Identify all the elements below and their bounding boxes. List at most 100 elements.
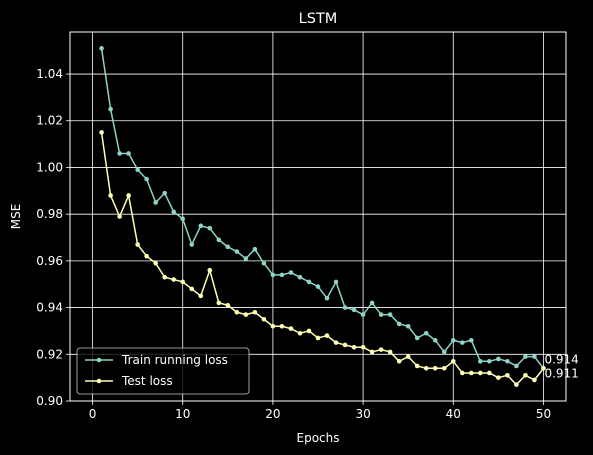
data-point — [378, 347, 384, 352]
data-point — [369, 300, 375, 306]
data-point — [505, 358, 510, 364]
data-point — [234, 249, 240, 254]
data-point — [378, 312, 384, 317]
data-point — [532, 354, 537, 359]
plot-frame — [69, 31, 567, 402]
data-point — [288, 270, 294, 275]
data-point — [126, 151, 131, 156]
data-point — [505, 373, 510, 378]
series-test-loss — [99, 130, 546, 387]
data-point — [478, 370, 483, 376]
data-point — [297, 274, 303, 280]
data-point — [360, 344, 366, 350]
data-point — [117, 214, 122, 219]
data-point — [324, 333, 330, 338]
data-point — [252, 309, 258, 315]
data-point — [405, 323, 411, 329]
data-point — [306, 279, 312, 285]
chart-title: LSTM — [299, 11, 338, 27]
data-point — [342, 305, 348, 310]
data-point — [153, 200, 158, 205]
data-point — [315, 284, 321, 289]
data-point — [144, 176, 149, 182]
x-axis-label: Epochs — [297, 431, 340, 445]
data-point — [432, 366, 438, 371]
data-point — [423, 330, 429, 336]
y-tick-label: 1.04 — [36, 67, 63, 81]
data-point — [108, 193, 113, 198]
data-point — [450, 358, 456, 364]
data-point — [487, 358, 492, 364]
data-point — [441, 366, 447, 371]
y-tick-label: 0.96 — [36, 254, 63, 268]
legend-marker — [96, 378, 102, 384]
data-point — [180, 216, 186, 222]
x-tick-label: 50 — [536, 407, 551, 421]
data-point — [432, 337, 438, 343]
data-point — [342, 342, 348, 348]
data-point — [351, 344, 357, 350]
data-point — [487, 370, 492, 376]
data-point — [469, 337, 474, 343]
data-point — [514, 382, 519, 387]
end-value-label: 0.911 — [544, 366, 578, 380]
data-point — [333, 340, 339, 345]
x-tick-label: 30 — [355, 407, 370, 421]
data-point — [180, 279, 186, 285]
data-point — [478, 358, 483, 364]
legend-item: Train running loss — [85, 353, 228, 367]
data-point — [261, 316, 267, 322]
data-point — [396, 321, 402, 327]
data-point — [396, 358, 402, 364]
data-point — [523, 373, 528, 378]
data-point — [459, 340, 465, 345]
y-tick-label: 0.92 — [36, 347, 63, 361]
y-axis-label: MSE — [9, 204, 23, 230]
data-point — [135, 167, 140, 173]
data-point — [162, 190, 167, 196]
data-point — [360, 312, 366, 317]
y-tick-label: 1.02 — [36, 114, 63, 128]
data-point — [153, 260, 158, 266]
data-point — [450, 337, 456, 343]
data-point — [126, 193, 131, 198]
legend-item: Test loss — [85, 374, 173, 388]
data-point — [459, 370, 465, 376]
data-point — [225, 244, 231, 250]
y-tick-label: 0.94 — [36, 301, 63, 315]
data-point — [441, 349, 447, 355]
data-point — [243, 312, 249, 317]
series-train-running-loss — [99, 46, 546, 371]
data-point — [261, 260, 267, 266]
legend-box — [76, 347, 250, 395]
y-tick-label: 0.90 — [36, 394, 63, 408]
data-point — [297, 330, 303, 336]
data-point — [279, 323, 285, 329]
data-point — [216, 237, 222, 243]
y-axis-ticks: 0.90 0.92 0.94 0.96 0.98 1.00 1.02 1.04 — [36, 67, 70, 408]
data-point — [414, 335, 420, 341]
data-point — [523, 354, 528, 359]
data-point — [171, 277, 177, 282]
data-point — [144, 253, 149, 259]
data-point — [234, 309, 240, 315]
data-point — [387, 312, 393, 317]
data-point — [252, 246, 258, 252]
data-point — [423, 366, 429, 371]
data-point — [369, 349, 375, 355]
data-point — [306, 328, 312, 334]
data-point — [162, 274, 167, 280]
data-point — [315, 335, 321, 341]
end-value-label: 0.914 — [544, 352, 578, 366]
data-point — [99, 130, 104, 135]
data-point — [270, 272, 276, 278]
x-tick-label: 0 — [89, 407, 97, 421]
data-point — [216, 300, 222, 306]
data-point — [270, 323, 276, 329]
data-point — [324, 295, 330, 301]
data-point — [207, 267, 213, 273]
data-point — [532, 377, 537, 383]
data-point — [198, 223, 204, 229]
data-point — [541, 366, 546, 371]
